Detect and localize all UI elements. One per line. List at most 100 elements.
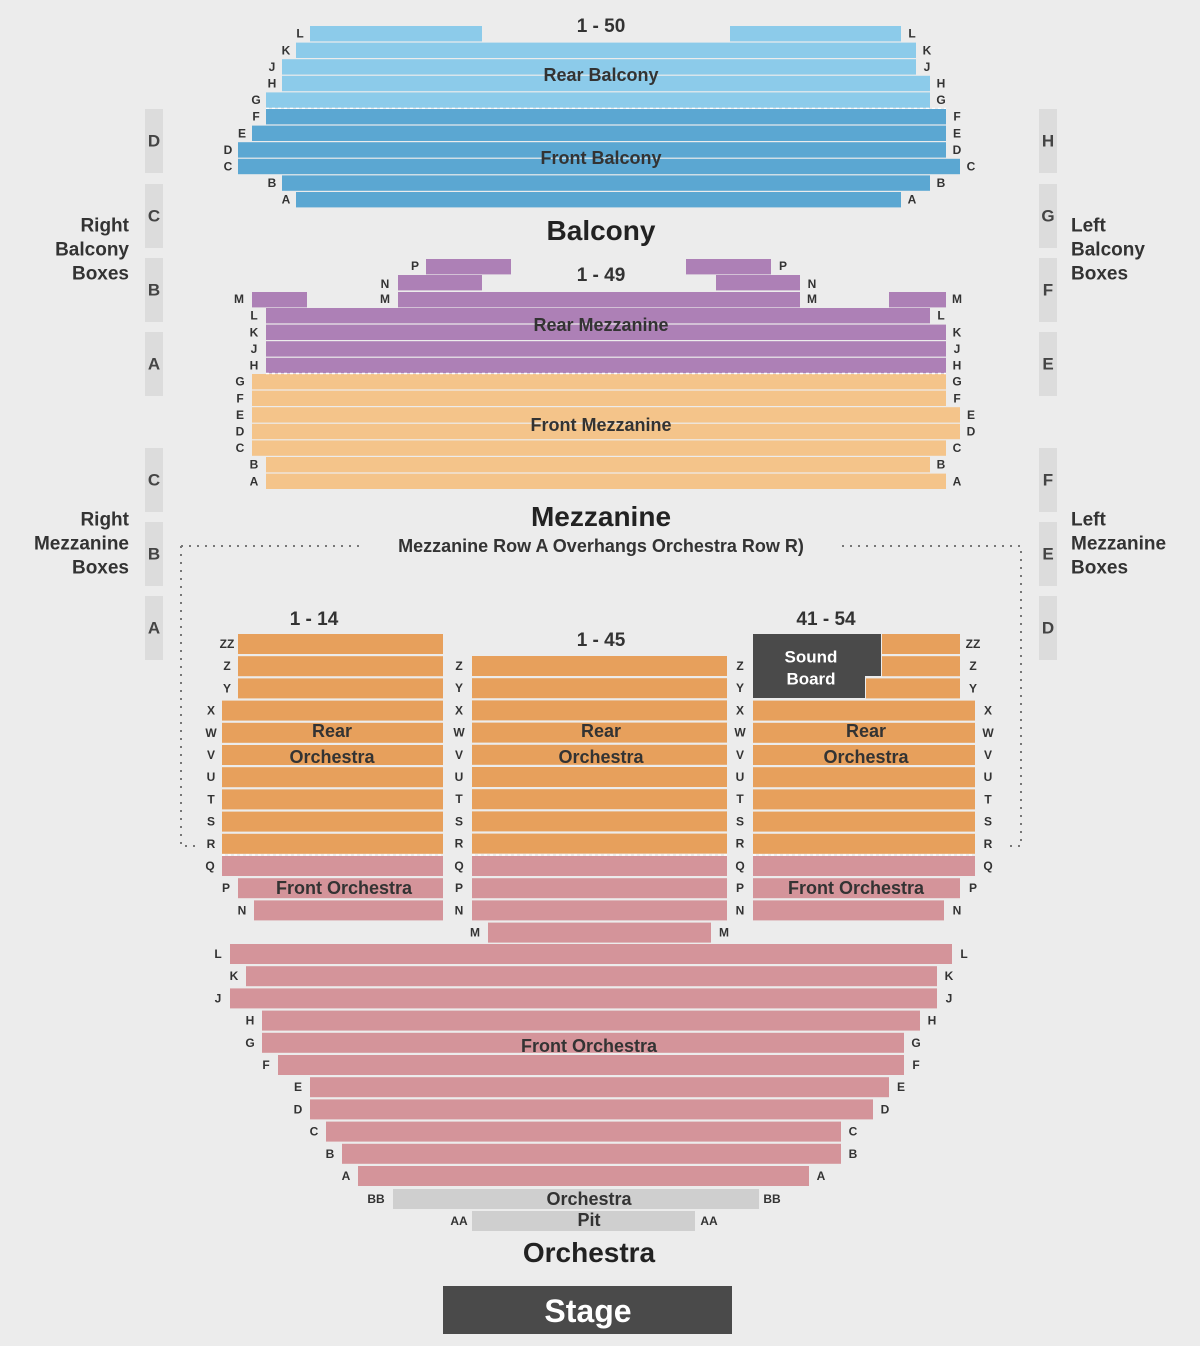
row-label-front-balcony-left: E [238, 126, 246, 140]
level-label-mezzanine: Mezzanine [531, 501, 671, 532]
box-tab-left-balcony-h[interactable]: H [1039, 109, 1057, 173]
seat-row-bar [238, 656, 443, 677]
section-label-rear-orchestra-right: Rear [846, 721, 886, 741]
row-label-rear-orchestra-center-right: X [736, 703, 744, 717]
box-tab-shape [1039, 522, 1057, 586]
section-label-pit: Orchestra [546, 1189, 632, 1209]
seat-row-bar [282, 175, 930, 191]
section-rear-balcony[interactable]: Rear Balcony [266, 26, 946, 110]
seat-row-bar [393, 1189, 759, 1209]
box-tab-left-balcony-e[interactable]: E [1039, 332, 1057, 396]
row-label-front-orchestra-center-left: M [470, 926, 480, 940]
seat-row-bar [472, 678, 727, 699]
row-label-rear-mezzanine-right: M [952, 292, 962, 306]
box-tab-right-mezzanine-a[interactable]: A [145, 596, 163, 660]
box-label-left-mezzanine: Boxes [1071, 558, 1128, 579]
box-tab-shape [145, 596, 163, 660]
seat-row-bar [342, 1143, 841, 1164]
seat-row-bar [310, 26, 482, 42]
seat-row-bar [238, 878, 443, 899]
section-rear-orchestra-center[interactable]: Rear Orchestra [472, 656, 727, 854]
box-tab-shape [1039, 184, 1057, 248]
section-front-balcony[interactable]: Front Balcony [238, 109, 960, 208]
seat-row-bar [254, 900, 443, 921]
box-tab-left-mezzanine-d[interactable]: D [1039, 596, 1057, 660]
seat-row-bar [753, 722, 975, 743]
row-label-front-balcony-right: F [953, 110, 960, 124]
row-label-front-mezzanine-right: A [953, 474, 962, 488]
seat-row-bar [753, 700, 975, 721]
section-rear-orchestra-left[interactable]: Rear Orchestra [222, 634, 443, 854]
seat-row-bar [238, 158, 960, 175]
seat-row-bar [252, 374, 946, 390]
row-label-rear-orchestra-center-right: V [736, 748, 744, 762]
row-label-rear-balcony-left: L [296, 27, 303, 41]
row-label-rear-mezzanine-right: J [954, 342, 961, 356]
seat-row-bar [222, 700, 443, 721]
seat-row-bar [266, 457, 930, 473]
section-rear-mezzanine[interactable]: Rear Mezzanine [252, 259, 946, 374]
box-tab-left-mezzanine-e[interactable]: E [1039, 522, 1057, 586]
row-label-front-orchestra-right: Q [983, 859, 992, 873]
row-label-front-orchestra-left: J [215, 991, 222, 1005]
section-front-orchestra-right[interactable]: Front Orchestra [753, 854, 975, 921]
section-front-orchestra-left[interactable]: Front Orchestra [222, 854, 443, 921]
row-label-front-orchestra-left: K [230, 969, 239, 983]
row-label-front-orchestra-left: N [238, 903, 247, 917]
seat-row-bar [398, 275, 482, 291]
box-tab-right-mezzanine-c[interactable]: C [145, 448, 163, 512]
box-tab-right-mezzanine-b[interactable]: B [145, 522, 163, 586]
seat-row-bar [472, 767, 727, 787]
row-label-front-orchestra-right: C [849, 1125, 858, 1139]
seat-row-bar [262, 1010, 920, 1031]
row-label-rear-orchestra-center-left: Z [455, 659, 462, 673]
box-tab-right-balcony-c[interactable]: C [145, 184, 163, 248]
seat-row-bar [282, 75, 930, 92]
box-tab-left-balcony-f[interactable]: F [1039, 258, 1057, 322]
seat-row-bar [472, 856, 727, 876]
row-label-front-mezzanine-right: F [953, 391, 960, 405]
row-label-rear-orchestra-left: W [205, 726, 217, 740]
seat-row-bar [266, 473, 946, 489]
box-tab-label: C [148, 207, 160, 226]
row-label-rear-orchestra-center-left: U [455, 770, 464, 784]
level-label-orchestra: Orchestra [523, 1237, 656, 1268]
row-label-rear-orchestra-center-right: R [736, 837, 745, 851]
box-tab-right-balcony-b[interactable]: B [145, 258, 163, 322]
section-label-rear-orchestra-center: Rear [581, 721, 621, 741]
box-tab-right-balcony-a[interactable]: A [145, 332, 163, 396]
seat-row-bar [222, 811, 443, 832]
seat-row-bar [488, 922, 711, 943]
seat-row-bar [266, 341, 946, 357]
section-rear-orchestra-right[interactable]: Rear Orchestra [753, 634, 975, 854]
row-label-front-orchestra-right: F [912, 1058, 919, 1072]
seat-row-bar [238, 634, 443, 654]
row-label-rear-orchestra-right: S [984, 815, 992, 829]
row-label-front-orchestra-right: P [969, 881, 977, 895]
section-front-mezzanine[interactable]: Front Mezzanine [252, 372, 960, 490]
box-label-left-balcony: Left [1071, 216, 1107, 237]
box-tab-label: F [1043, 471, 1053, 490]
seat-row-bar [230, 944, 952, 964]
seat-row-bar [889, 292, 946, 308]
seat-row-bar [472, 656, 727, 676]
row-label-front-mezzanine-right: C [953, 441, 962, 455]
row-label-front-balcony-left: A [282, 193, 291, 207]
box-tab-left-mezzanine-f[interactable]: F [1039, 448, 1057, 512]
box-tab-label: D [1042, 619, 1054, 638]
seat-range-orchestra-left: 1 - 14 [290, 609, 339, 630]
row-label-front-mezzanine-right: D [967, 425, 976, 439]
section-front-orchestra-main[interactable]: Front Orchestra [230, 854, 952, 1186]
seat-row-bar [472, 722, 727, 743]
seat-row-bar [753, 856, 975, 876]
row-label-rear-balcony-right: K [923, 43, 932, 57]
row-label-front-orchestra-center-right: N [736, 903, 745, 917]
box-tab-left-balcony-g[interactable]: G [1039, 184, 1057, 248]
seat-row-bar [252, 407, 960, 423]
box-label-right-balcony: Boxes [72, 264, 129, 285]
box-tab-right-balcony-d[interactable]: D [145, 109, 163, 173]
row-label-front-orchestra-right: D [881, 1102, 890, 1116]
section-label-rear-orchestra-center: Orchestra [558, 747, 644, 767]
row-label-front-orchestra-right: B [849, 1147, 858, 1161]
